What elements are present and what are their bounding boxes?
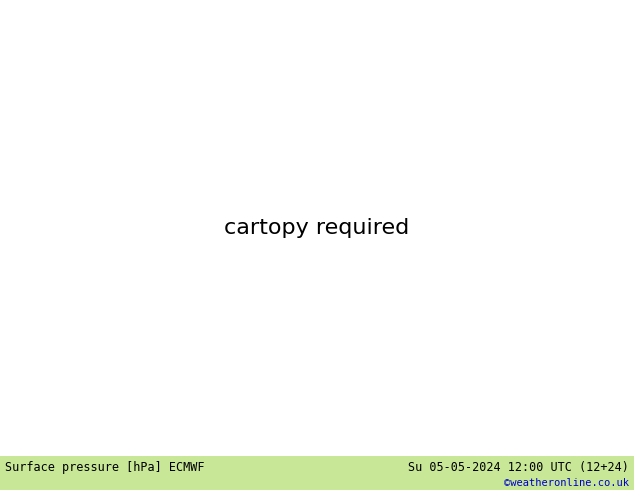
- Text: Surface pressure [hPa] ECMWF: Surface pressure [hPa] ECMWF: [5, 461, 205, 474]
- Text: Su 05-05-2024 12:00 UTC (12+24): Su 05-05-2024 12:00 UTC (12+24): [408, 461, 629, 474]
- Text: ©weatheronline.co.uk: ©weatheronline.co.uk: [504, 478, 629, 488]
- Text: cartopy required: cartopy required: [224, 218, 410, 238]
